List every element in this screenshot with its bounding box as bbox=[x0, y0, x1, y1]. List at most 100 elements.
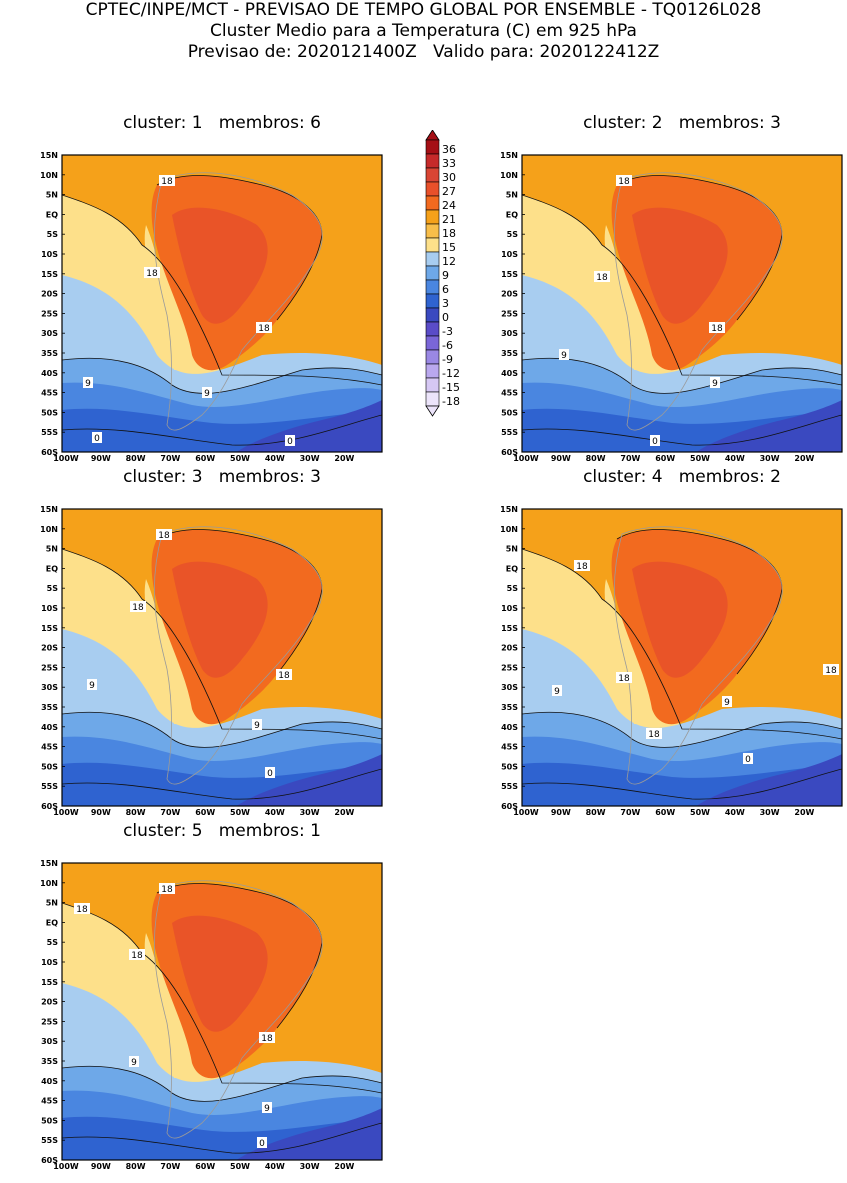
lat-tick-label: 40S bbox=[41, 723, 58, 732]
colorbar-level-label: -9 bbox=[442, 353, 453, 366]
contour-label: 0 bbox=[287, 437, 293, 447]
lat-tick-label: 15S bbox=[41, 978, 58, 987]
lat-tick-label: 55S bbox=[41, 1136, 58, 1145]
colorbar-bin bbox=[425, 167, 440, 183]
colorbar-svg bbox=[425, 130, 440, 417]
lon-tick-label: 40W bbox=[265, 454, 285, 463]
lat-tick-label: 5N bbox=[506, 191, 518, 200]
lon-tick-label: 60W bbox=[195, 808, 215, 817]
colorbar-bin bbox=[425, 181, 440, 197]
lon-tick-label: 100W bbox=[53, 808, 79, 817]
map-svg: 15N 10N 5N EQ 5S 10S 15S 20S 25S 30S 35S 40S 45S 50S 5… bbox=[500, 151, 843, 463]
colorbar-bin bbox=[425, 349, 440, 365]
contour-label-box bbox=[74, 903, 90, 914]
lat-tick-label: 55S bbox=[501, 782, 518, 791]
lon-tick-label: 90W bbox=[91, 808, 111, 817]
contour-label: 0 bbox=[94, 434, 100, 444]
colorbar-bin bbox=[425, 293, 440, 309]
contour-label-box bbox=[129, 1056, 139, 1067]
lat-tick-label: EQ bbox=[46, 918, 58, 927]
colorbar-level-label: 12 bbox=[442, 255, 456, 268]
lat-tick-label: 15N bbox=[40, 859, 58, 868]
contour-label-box bbox=[156, 529, 172, 540]
contour-label-box bbox=[616, 175, 632, 186]
lat-tick-label: 30S bbox=[501, 683, 518, 692]
lat-tick-label: 10S bbox=[41, 604, 58, 613]
lat-tick-label: 20S bbox=[41, 998, 58, 1007]
contour-label: 18 bbox=[161, 177, 173, 187]
lon-tick-label: 80W bbox=[586, 808, 606, 817]
lat-tick-label: 40S bbox=[41, 1077, 58, 1086]
contour-label-box bbox=[594, 271, 610, 282]
lat-tick-label: 5N bbox=[46, 545, 58, 554]
lat-tick-label: 5S bbox=[47, 938, 59, 947]
map-panel-cluster-3: cluster: 3 membros: 3 15N 10N 5N EQ 5S 10S 15S… bbox=[0, 467, 400, 817]
contour-label-box bbox=[159, 883, 175, 894]
contour-label-box bbox=[722, 696, 732, 707]
contour-label-box bbox=[650, 435, 660, 446]
colorbar-level-label: -6 bbox=[442, 339, 453, 352]
lat-tick-label: 10S bbox=[501, 604, 518, 613]
contour-label: 18 bbox=[825, 666, 837, 676]
lat-tick-label: 15N bbox=[500, 505, 518, 514]
lon-tick-label: 20W bbox=[334, 808, 354, 817]
colorbar-bin bbox=[425, 139, 440, 155]
lon-tick-label: 80W bbox=[126, 808, 146, 817]
colorbar-level-label: 3 bbox=[442, 297, 449, 310]
lon-tick-label: 20W bbox=[794, 454, 814, 463]
lat-tick-label: 5S bbox=[47, 584, 59, 593]
colorbar-bin bbox=[425, 223, 440, 239]
map-panel-cluster-5: cluster: 5 membros: 1 15N 10N 5N EQ 5S 10S 15S… bbox=[0, 821, 400, 1171]
colorbar-level-label: 6 bbox=[442, 283, 449, 296]
lat-tick-label: 30S bbox=[501, 329, 518, 338]
lat-tick-label: 45S bbox=[41, 1097, 58, 1106]
contour-label-box bbox=[159, 175, 175, 186]
lon-tick-label: 30W bbox=[300, 808, 320, 817]
lat-tick-label: 45S bbox=[501, 743, 518, 752]
lat-tick-label: 30S bbox=[41, 329, 58, 338]
colorbar-level-label: 24 bbox=[442, 199, 456, 212]
contour-label: 9 bbox=[724, 698, 730, 708]
lat-tick-label: 10S bbox=[501, 250, 518, 259]
contour-label: 18 bbox=[158, 531, 170, 541]
lat-tick-label: 45S bbox=[41, 389, 58, 398]
lat-tick-label: 50S bbox=[41, 1116, 58, 1125]
contour-label-box bbox=[552, 685, 562, 696]
lat-tick-label: 45S bbox=[501, 389, 518, 398]
panel-title: cluster: 4 membros: 2 bbox=[583, 467, 781, 487]
lon-tick-label: 30W bbox=[300, 1162, 320, 1171]
lat-tick-label: 40S bbox=[41, 369, 58, 378]
lat-tick-label: 10N bbox=[40, 171, 58, 180]
contour-label: 18 bbox=[161, 885, 173, 895]
map-svg: 15N 10N 5N EQ 5S 10S 15S 20S 25S 30S 35S 40S 45S 50S 5… bbox=[40, 151, 383, 463]
contour-label-box bbox=[709, 322, 725, 333]
lat-tick-label: 10N bbox=[40, 525, 58, 534]
lat-tick-label: 60S bbox=[41, 802, 58, 811]
lon-tick-label: 90W bbox=[551, 454, 571, 463]
colorbar-level-label: 18 bbox=[442, 227, 456, 240]
contour-label: 18 bbox=[76, 905, 88, 915]
lat-tick-label: 55S bbox=[41, 782, 58, 791]
lat-tick-label: 5N bbox=[46, 191, 58, 200]
lat-tick-label: 35S bbox=[41, 1057, 58, 1066]
lat-tick-label: 10N bbox=[500, 525, 518, 534]
contour-label: 18 bbox=[131, 951, 143, 961]
colorbar-bin bbox=[425, 195, 440, 211]
colorbar-level-label: -3 bbox=[442, 325, 453, 338]
lat-tick-label: EQ bbox=[506, 564, 518, 573]
contour-label: 0 bbox=[259, 1139, 265, 1149]
lat-tick-label: 60S bbox=[501, 448, 518, 457]
lat-tick-label: 15N bbox=[40, 151, 58, 160]
contour-label: 9 bbox=[131, 1058, 137, 1068]
lon-tick-label: 70W bbox=[160, 1162, 180, 1171]
lon-tick-label: 40W bbox=[265, 1162, 285, 1171]
colorbar-bin bbox=[425, 209, 440, 225]
lon-tick-label: 100W bbox=[513, 808, 539, 817]
lat-tick-label: 35S bbox=[41, 349, 58, 358]
map-svg: 15N 10N 5N EQ 5S 10S 15S 20S 25S 30S 35S 40S 45S 50S 5… bbox=[40, 505, 383, 817]
contour-label-box bbox=[616, 672, 632, 683]
lat-tick-label: 5S bbox=[47, 230, 59, 239]
colorbar-bin bbox=[425, 335, 440, 351]
lat-tick-label: 15N bbox=[40, 505, 58, 514]
contour-label: 18 bbox=[648, 730, 660, 740]
